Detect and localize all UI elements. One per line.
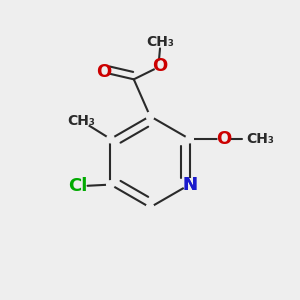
Circle shape [155,61,165,72]
Circle shape [106,181,114,188]
Text: CH₃: CH₃ [68,114,95,128]
Circle shape [186,135,194,143]
Circle shape [184,179,195,190]
Circle shape [71,179,85,193]
Text: Cl: Cl [68,177,88,195]
Text: O: O [96,63,111,81]
Circle shape [146,112,154,120]
Circle shape [106,135,114,143]
Circle shape [98,67,109,77]
Text: CH₃: CH₃ [146,35,174,49]
Text: N: N [182,176,197,194]
Text: N: N [182,176,197,194]
Circle shape [146,204,154,211]
Text: O: O [152,57,168,75]
Circle shape [184,179,195,190]
Text: O: O [216,130,231,148]
Text: CH₃: CH₃ [246,132,274,146]
Circle shape [76,116,89,128]
Circle shape [218,134,229,144]
